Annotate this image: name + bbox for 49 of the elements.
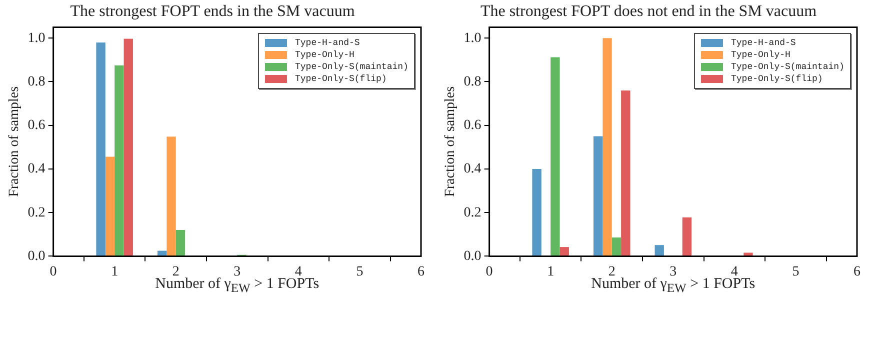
x-tick-label: 6: [418, 264, 424, 280]
bar: [176, 230, 186, 256]
bar: [532, 168, 542, 256]
bar: [560, 247, 569, 256]
bar: [654, 245, 664, 256]
chart-title: The strongest FOPT ends in the SM vacuum: [70, 2, 356, 20]
bar: [612, 237, 622, 256]
bar: [682, 217, 692, 256]
y-tick-label: 0.8: [28, 74, 46, 90]
bar: [124, 38, 133, 256]
x-tick-label: 6: [854, 264, 860, 280]
y-tick-label: 0.0: [28, 248, 46, 264]
bar: [593, 136, 603, 256]
y-tick-label: 0.6: [28, 118, 46, 134]
x-tick-label: 5: [356, 264, 364, 280]
y-tick-label: 0.4: [28, 162, 46, 177]
legend-label: Type-Only-S(maintain): [295, 62, 408, 72]
legend-label: Type-H-and-S: [295, 38, 360, 48]
y-tick-label: 1.0: [464, 30, 482, 46]
bar: [105, 156, 115, 256]
y-tick-label: 0.2: [464, 205, 482, 220]
legend-label: Type-Only-S(flip): [295, 74, 387, 84]
x-tick-label: 0: [50, 264, 57, 280]
bar: [602, 38, 612, 256]
bar: [96, 42, 106, 256]
legend-label: Type-Only-H: [731, 50, 790, 60]
x-tick-label: 5: [792, 264, 800, 280]
chart-title: The strongest FOPT does not end in the SM vacuum: [480, 2, 818, 20]
bar: [114, 65, 124, 256]
x-tick-label: 1: [547, 264, 554, 280]
y-tick-label: 0.4: [464, 162, 482, 177]
bar: [621, 90, 630, 256]
y-axis-title: Fraction of samples: [7, 86, 22, 197]
y-tick-label: 0.0: [464, 248, 482, 264]
y-axis-title: Fraction of samples: [443, 86, 458, 197]
legend-label: Type-H-and-S: [731, 38, 796, 48]
y-tick-label: 1.0: [28, 30, 46, 46]
legend-label: Type-Only-S(maintain): [731, 62, 844, 72]
y-tick-label: 0.8: [464, 74, 482, 90]
x-tick-label: 0: [486, 264, 493, 280]
bar: [744, 252, 753, 256]
legend-label: Type-Only-S(flip): [731, 74, 823, 84]
bar: [157, 250, 167, 256]
y-tick-label: 0.2: [28, 205, 46, 220]
y-tick-label: 0.6: [464, 118, 482, 134]
bar: [550, 57, 560, 256]
legend-label: Type-Only-H: [295, 50, 354, 60]
bar: [166, 136, 176, 256]
x-tick-label: 1: [111, 264, 118, 280]
